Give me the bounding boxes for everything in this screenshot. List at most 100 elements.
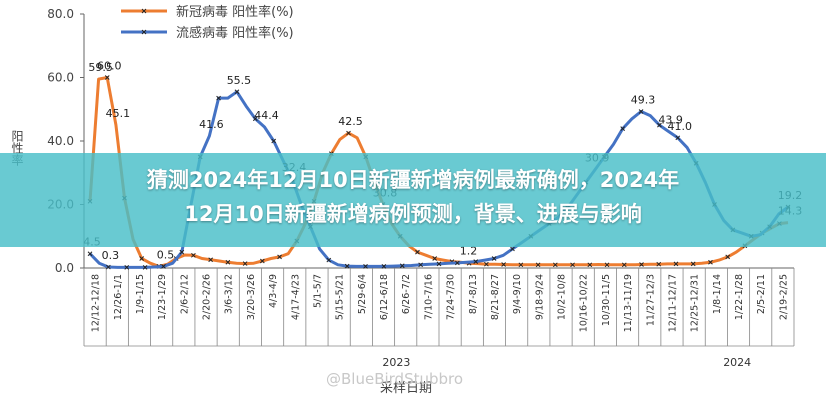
x-tick-label: 2/20-2/26 <box>202 274 213 320</box>
data-point <box>271 138 277 144</box>
data-point <box>436 261 442 267</box>
x-tick-label: 1/9-1/15 <box>135 274 146 314</box>
data-point <box>142 265 148 270</box>
y-tick-label: 40.0 <box>47 134 74 148</box>
data-point <box>673 261 679 267</box>
headline: 猜测2024年12月10日新疆新增病例最新确例，2024年 12月10日新疆新增… <box>0 163 826 231</box>
data-point <box>510 246 515 252</box>
x-tick-label: 9/18-9/24 <box>534 274 545 320</box>
data-point <box>690 261 696 267</box>
x-tick-label: 2/19-2/25 <box>778 274 789 320</box>
x-tick-label: 1/23-1/29 <box>157 274 168 320</box>
x-tick-label: 6/26-7/2 <box>401 274 412 314</box>
data-point <box>399 263 405 269</box>
x-tick-label: 2/6-2/12 <box>179 274 190 314</box>
x-tick-label: 7/10-7/16 <box>423 274 434 320</box>
data-point <box>191 252 196 258</box>
y-tick-label: 80.0 <box>47 7 74 21</box>
data-point <box>216 95 221 101</box>
data-point <box>604 262 610 268</box>
y-tick-label: 60.0 <box>47 71 74 85</box>
watermark: @BlueBirdStubbro <box>326 370 464 388</box>
data-point <box>277 254 282 260</box>
x-tick-label: 10/16-10/22 <box>579 274 590 332</box>
x-tick-label: 9/4-9/10 <box>512 274 523 314</box>
year-label: 2024 <box>723 356 751 369</box>
data-point <box>639 262 644 267</box>
data-point <box>570 262 575 268</box>
data-label: 41.6 <box>199 118 224 131</box>
x-tick-label: 12/25-12/31 <box>690 274 701 332</box>
series-lines <box>87 75 791 270</box>
year-label: 2023 <box>382 356 410 369</box>
data-point <box>346 130 351 136</box>
data-label: 1.2 <box>460 244 478 257</box>
x-tick-label: 10/30-11/5 <box>601 274 612 326</box>
headline-line-2: 12月10日新疆新增病例预测，背景、进展与影响 <box>184 202 642 226</box>
data-point <box>161 264 166 269</box>
data-label: 42.5 <box>338 115 363 128</box>
data-point <box>179 249 185 255</box>
data-label: 59.5 <box>88 61 113 74</box>
x-tick-label: 2/5-2/11 <box>756 274 767 314</box>
y-tick-label: 0.0 <box>55 261 74 275</box>
data-point <box>657 122 662 128</box>
x-tick-label: 12/11-12/17 <box>667 274 678 332</box>
x-tick-label: 3/6-3/12 <box>224 274 235 314</box>
headline-banner <box>0 153 826 247</box>
data-point <box>518 262 524 268</box>
data-point <box>225 259 231 265</box>
data-label: 49.3 <box>631 93 656 106</box>
x-tick-label: 11/13-11/19 <box>623 274 634 332</box>
x-tick-label: 6/12-6/18 <box>379 274 390 320</box>
data-point <box>455 260 460 266</box>
x-tick-label: 12/26-1/1 <box>113 274 124 320</box>
x-tick-label: 3/20-3/26 <box>246 274 257 320</box>
x-tick-label: 10/2-10/8 <box>557 274 568 320</box>
data-point <box>432 256 438 261</box>
data-point <box>104 75 110 80</box>
x-tick-label: 5/29-6/4 <box>357 274 368 314</box>
x-tick-label: 4/3-4/9 <box>268 274 279 308</box>
data-label: 45.1 <box>106 107 131 120</box>
data-point <box>418 262 423 268</box>
data-point <box>473 259 479 265</box>
x-tick-label: 8/7-8/13 <box>468 274 479 314</box>
data-point <box>484 261 489 267</box>
data-point <box>242 261 248 266</box>
data-point <box>87 251 93 257</box>
legend-marker <box>141 29 147 35</box>
data-point <box>620 126 626 131</box>
data-label: 60.0 <box>97 60 122 73</box>
data-point <box>381 264 387 269</box>
data-point <box>363 264 368 269</box>
legend-label: 流感病毒 阳性率(%) <box>176 25 294 41</box>
headline-line-1: 猜测2024年12月10日新疆新增病例最新确例，2024年 <box>146 168 680 192</box>
data-point <box>259 258 265 264</box>
data-label: 41.0 <box>668 120 693 133</box>
data-point <box>552 262 558 268</box>
data-point <box>587 262 593 268</box>
x-tick-label: 1/8-1/14 <box>712 274 723 314</box>
data-point <box>124 265 130 270</box>
data-point <box>708 259 713 265</box>
x-tick-label: 11/27-12/3 <box>645 274 656 326</box>
data-label: 0.3 <box>102 249 120 262</box>
data-point <box>535 262 541 268</box>
x-axis-label: 采样日期 <box>380 381 432 396</box>
data-point <box>139 256 145 261</box>
data-point <box>638 109 644 114</box>
data-point <box>491 256 497 261</box>
series-line <box>88 76 789 268</box>
legend: 新冠病毒 阳性率(%) 流感病毒 阳性率(%) <box>121 4 294 41</box>
legend-marker <box>141 8 147 14</box>
x-tick-label: 8/21-8/27 <box>490 274 501 320</box>
data-point <box>106 264 111 270</box>
data-point <box>326 257 332 263</box>
data-point <box>252 116 258 122</box>
x-tick-label: 5/15-5/21 <box>335 274 346 320</box>
data-label: 44.4 <box>254 109 279 122</box>
x-tick-label: 7/24-7/30 <box>446 274 457 320</box>
data-label: 0.5 <box>157 248 175 261</box>
x-tick-label: 5/1-5/7 <box>312 274 323 308</box>
